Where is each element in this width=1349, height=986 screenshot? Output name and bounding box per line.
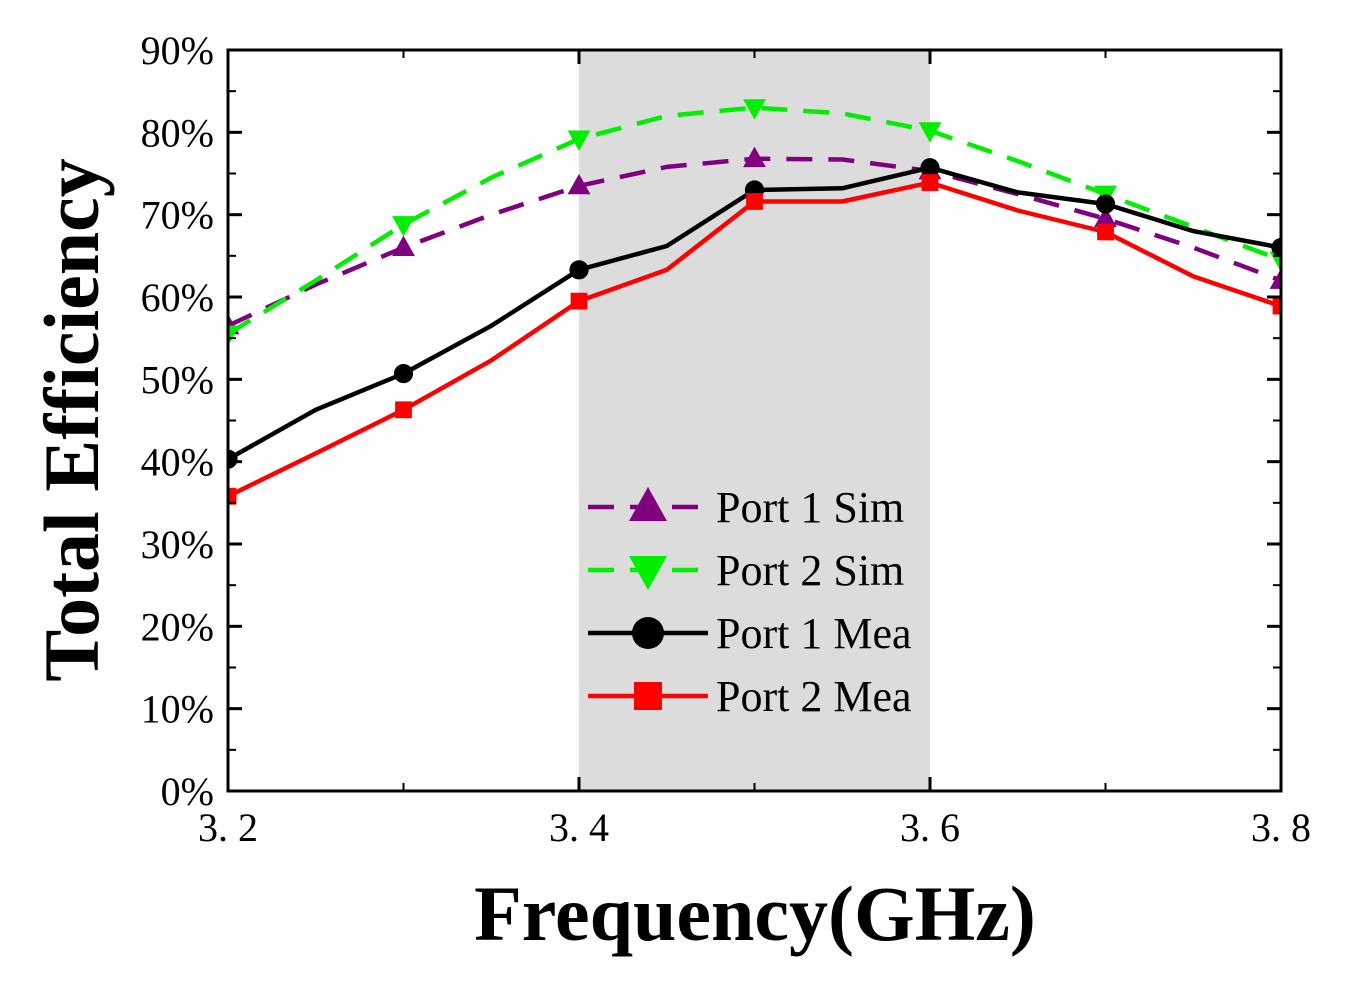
series-marker	[392, 216, 415, 237]
legend: Port 1 Sim Port 2 Sim Port 1 Mea Port 2 Mea	[588, 483, 912, 721]
legend-marker	[634, 682, 662, 710]
series-marker	[746, 193, 763, 210]
legend-label: Port 1 Sim	[716, 483, 904, 532]
series-marker	[228, 449, 238, 469]
series-marker	[1272, 297, 1281, 315]
y-tick-label: 40%	[141, 440, 214, 485]
y-tick-label: 60%	[141, 275, 214, 320]
legend-marker	[629, 556, 667, 590]
y-tick-label: 20%	[141, 604, 214, 649]
x-tick-label: 3. 6	[900, 805, 960, 850]
y-tick-label: 10%	[141, 687, 214, 732]
y-axis-title: Total Efficiency	[28, 158, 115, 682]
legend-label: Port 1 Mea	[716, 609, 912, 658]
series-marker	[567, 173, 591, 195]
axis-titles: Frequency(GHz) Total Efficiency	[28, 158, 1036, 957]
x-tick-label: 3. 8	[1251, 805, 1311, 850]
y-tick-label: 30%	[141, 522, 214, 567]
series-marker	[1269, 268, 1281, 289]
legend-item: Port 2 Mea	[588, 672, 912, 721]
series-marker	[567, 130, 591, 151]
y-tick-label: 70%	[141, 193, 214, 238]
series-marker	[918, 122, 942, 143]
series-marker	[743, 99, 766, 120]
legend-item: Port 1 Sim	[588, 483, 904, 532]
tick-layer: 0% 10% 20% 30% 40% 50% 60% 70% 80% 90% 3. 2 3. 4 3. …	[141, 28, 1311, 850]
legend-marker	[632, 617, 664, 649]
legend-marker	[629, 487, 667, 521]
y-tick-label: 80%	[141, 110, 214, 155]
series-marker	[393, 363, 414, 384]
x-axis-title: Frequency(GHz)	[474, 870, 1036, 957]
series-marker	[1094, 206, 1117, 228]
legend-item: Port 2 Sim	[588, 546, 904, 595]
series-layer	[228, 99, 1281, 505]
series-marker	[921, 174, 939, 191]
series-port-1-mea	[228, 158, 1281, 469]
series-port-2-sim	[228, 99, 1281, 347]
x-tick-label: 3. 4	[549, 805, 609, 850]
y-tick-label: 90%	[141, 28, 214, 73]
series-marker	[920, 158, 940, 178]
series-marker	[1095, 194, 1116, 214]
series-marker	[228, 325, 240, 347]
legend-label: Port 2 Sim	[716, 546, 904, 595]
y-tick-label: 50%	[141, 357, 214, 402]
series-port-2-mea	[228, 174, 1281, 505]
series-marker	[1097, 223, 1114, 241]
series-marker	[395, 401, 412, 419]
series-marker	[228, 487, 237, 505]
series-marker	[392, 235, 415, 256]
y-tick-label: 0%	[161, 769, 214, 814]
series-port-1-sim	[228, 146, 1281, 335]
series-marker	[1271, 238, 1281, 258]
series-marker	[743, 146, 766, 168]
series-marker	[569, 260, 589, 280]
legend-label: Port 2 Mea	[716, 672, 912, 721]
series-marker	[570, 292, 588, 310]
x-tick-label: 3. 2	[198, 805, 258, 850]
legend-item: Port 1 Mea	[588, 609, 912, 658]
